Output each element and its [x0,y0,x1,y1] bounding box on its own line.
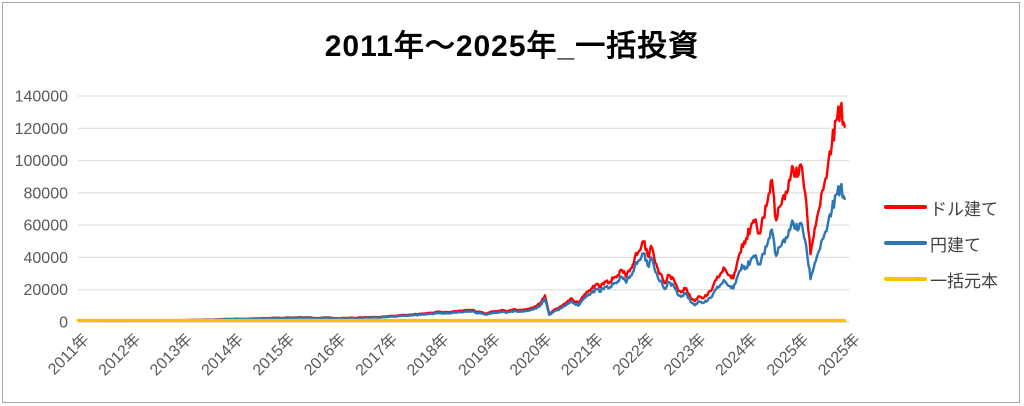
svg-text:2018年: 2018年 [403,330,452,379]
legend-swatch-yen [884,241,927,245]
svg-text:2016年: 2016年 [301,330,350,379]
legend: ドル建て円建て一括元本 [884,189,998,297]
series-line-dollar [76,101,846,322]
svg-text:80000: 80000 [24,185,69,202]
svg-text:2021年: 2021年 [558,330,607,379]
svg-text:20000: 20000 [24,282,69,299]
x-tick-labels: 2011年 2012年 2013年 2014年 2015年 2016年 2017年 2018年… [44,330,863,379]
svg-text:40000: 40000 [24,250,69,267]
svg-text:2015年: 2015年 [249,330,298,379]
svg-text:2025年: 2025年 [815,330,864,379]
svg-text:2020年: 2020年 [506,330,555,379]
legend-label-principal: 一括元本 [930,271,998,291]
legend-item-dollar: ドル建て [884,189,998,225]
legend-label-yen: 円建て [930,235,981,255]
svg-text:120000: 120000 [15,121,68,138]
svg-text:140000: 140000 [15,89,68,106]
y-tick-labels: 0 20000 40000 60000 80000 100000 120000 140000 [15,89,68,332]
svg-text:2014年: 2014年 [198,330,247,379]
legend-item-principal: 一括元本 [884,261,998,297]
svg-text:0: 0 [59,315,68,332]
svg-text:2013年: 2013年 [146,330,195,379]
svg-text:2022年: 2022年 [609,330,658,379]
svg-text:2023年: 2023年 [660,330,709,379]
legend-label-dollar: ドル建て [930,199,998,219]
svg-text:100000: 100000 [15,153,68,170]
legend-swatch-dollar [884,205,927,209]
legend-item-yen: 円建て [884,225,998,261]
svg-text:2019年: 2019年 [455,330,504,379]
svg-text:2012年: 2012年 [95,330,144,379]
svg-text:2017年: 2017年 [352,330,401,379]
svg-text:2024年: 2024年 [712,330,761,379]
svg-text:60000: 60000 [24,218,69,235]
svg-text:2025年: 2025年 [763,330,812,379]
y-gridlines [78,95,849,323]
series-line-yen [76,182,846,323]
legend-swatch-principal [884,277,927,281]
chart-title: 2011年～2025年_一括投資 [324,30,700,63]
svg-text:2011年: 2011年 [44,330,92,378]
